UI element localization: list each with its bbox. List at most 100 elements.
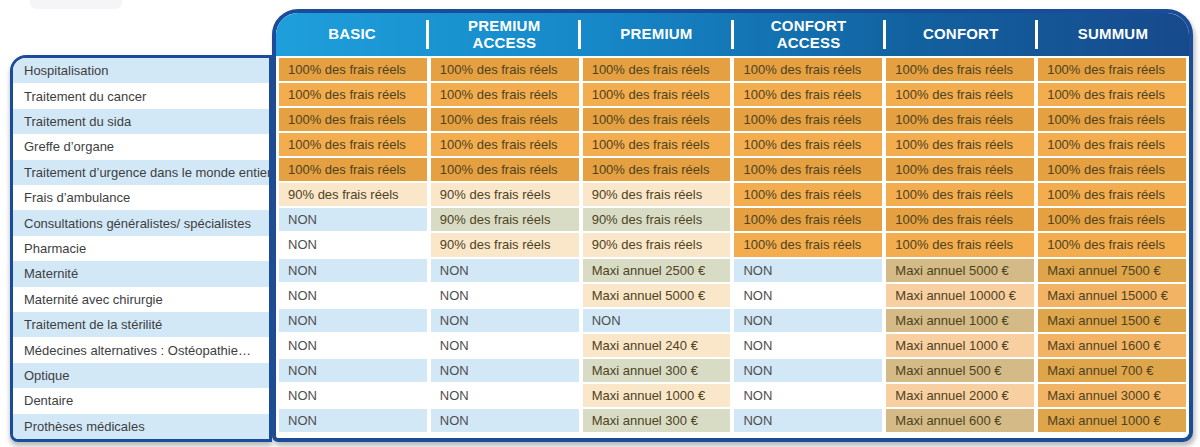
cell-summum-row1: 100% des frais réels — [1038, 58, 1186, 81]
cell-summum-row4: 100% des frais réels — [1038, 133, 1186, 156]
cell-premium-access-row2: 100% des frais réels — [431, 83, 579, 106]
row-label: Optique — [13, 363, 269, 388]
cell-confort-row7: 100% des frais réels — [886, 208, 1034, 231]
cell-premium-row2: 100% des frais réels — [583, 83, 731, 106]
cell-confort-access-row11: NON — [734, 309, 882, 332]
cell-premium-access-row9: NON — [431, 259, 579, 282]
cell-basic-row10: NON — [279, 284, 427, 307]
row-label: Prothèses médicales — [13, 414, 269, 439]
column-header-label: SUMMUM — [1078, 26, 1148, 43]
cell-confort-access-row2: 100% des frais réels — [734, 83, 882, 106]
cell-confort-access-row15: NON — [734, 409, 882, 432]
cell-confort-access-row6: 100% des frais réels — [734, 183, 882, 206]
cell-confort-row1: 100% des frais réels — [886, 58, 1034, 81]
row-label: Greffe d’organe — [13, 134, 269, 159]
cell-premium-access-row4: 100% des frais réels — [431, 133, 579, 156]
cell-confort-access-row14: NON — [734, 384, 882, 407]
cell-premium-row15: Maxi annuel 300 € — [583, 409, 731, 432]
cell-basic-row2: 100% des frais réels — [279, 83, 427, 106]
cell-confort-access-row7: 100% des frais réels — [734, 208, 882, 231]
row-label: Traitement du sida — [13, 109, 269, 134]
column-header-confort-access: CONFORT ACCESS — [733, 13, 885, 56]
cell-premium-row3: 100% des frais réels — [583, 108, 731, 131]
cell-confort-access-row8: 100% des frais réels — [734, 233, 882, 256]
row-label-panel: HospitalisationTraitement du cancerTrait… — [10, 55, 272, 442]
cell-basic-row4: 100% des frais réels — [279, 133, 427, 156]
cell-summum-row12: Maxi annuel 1600 € — [1038, 334, 1186, 357]
cell-summum-row5: 100% des frais réels — [1038, 158, 1186, 181]
cell-confort-row14: Maxi annuel 2000 € — [886, 384, 1034, 407]
cell-premium-access-row5: 100% des frais réels — [431, 158, 579, 181]
cell-basic-row7: NON — [279, 208, 427, 231]
cell-confort-row13: Maxi annuel 500 € — [886, 359, 1034, 382]
cell-confort-row3: 100% des frais réels — [886, 108, 1034, 131]
cell-premium-row4: 100% des frais réels — [583, 133, 731, 156]
column-header-confort: CONFORT — [885, 13, 1037, 56]
column-header-label: BASIC — [328, 26, 376, 43]
cell-premium-row10: Maxi annuel 5000 € — [583, 284, 731, 307]
cell-summum-row13: Maxi annuel 700 € — [1038, 359, 1186, 382]
column-header-label: PREMIUM ACCESS — [456, 18, 552, 52]
cell-basic-row15: NON — [279, 409, 427, 432]
row-label: Pharmacie — [13, 236, 269, 261]
cell-basic-row9: NON — [279, 259, 427, 282]
cell-basic-row8: NON — [279, 233, 427, 256]
cell-basic-row13: NON — [279, 359, 427, 382]
cell-basic-row12: NON — [279, 334, 427, 357]
cell-basic-row3: 100% des frais réels — [279, 108, 427, 131]
cell-confort-row11: Maxi annuel 1000 € — [886, 309, 1034, 332]
cell-premium-access-row15: NON — [431, 409, 579, 432]
cell-confort-row4: 100% des frais réels — [886, 133, 1034, 156]
row-label: Médecines alternatives : Ostéopathie… — [13, 337, 269, 362]
cell-premium-access-row11: NON — [431, 309, 579, 332]
column-header-label: CONFORT ACCESS — [761, 18, 857, 52]
cell-premium-access-row14: NON — [431, 384, 579, 407]
cell-summum-row6: 100% des frais réels — [1038, 183, 1186, 206]
cell-summum-row7: 100% des frais réels — [1038, 208, 1186, 231]
cell-confort-access-row1: 100% des frais réels — [734, 58, 882, 81]
column-header-label: PREMIUM — [620, 26, 692, 43]
cell-premium-access-row7: 90% des frais réels — [431, 208, 579, 231]
cell-confort-access-row4: 100% des frais réels — [734, 133, 882, 156]
cell-confort-row6: 100% des frais réels — [886, 183, 1034, 206]
cell-premium-access-row8: 90% des frais réels — [431, 233, 579, 256]
cell-premium-row7: 90% des frais réels — [583, 208, 731, 231]
cell-basic-row14: NON — [279, 384, 427, 407]
background-artifact — [30, 0, 122, 9]
coverage-grid: 100% des frais réels100% des frais réels… — [276, 56, 1189, 434]
row-label: Maternité avec chirurgie — [13, 287, 269, 312]
header-row: BASIC PREMIUM ACCESS PREMIUM CONFORT ACCESS… — [276, 13, 1189, 56]
cell-premium-row14: Maxi annuel 1000 € — [583, 384, 731, 407]
cell-summum-row2: 100% des frais réels — [1038, 83, 1186, 106]
cell-premium-row5: 100% des frais réels — [583, 158, 731, 181]
cell-premium-row13: Maxi annuel 300 € — [583, 359, 731, 382]
row-label: Traitement d’urgence dans le monde entie… — [13, 160, 269, 185]
cell-premium-access-row6: 90% des frais réels — [431, 183, 579, 206]
cell-premium-row9: Maxi annuel 2500 € — [583, 259, 731, 282]
cell-confort-row2: 100% des frais réels — [886, 83, 1034, 106]
cell-confort-row10: Maxi annuel 10000 € — [886, 284, 1034, 307]
column-header-label: CONFORT — [923, 26, 999, 43]
cell-summum-row15: Maxi annuel 1000 € — [1038, 409, 1186, 432]
row-label: Traitement du cancer — [13, 83, 269, 108]
cell-basic-row5: 100% des frais réels — [279, 158, 427, 181]
row-label: Maternité — [13, 261, 269, 286]
cell-confort-access-row9: NON — [734, 259, 882, 282]
cell-premium-access-row12: NON — [431, 334, 579, 357]
column-header-basic: BASIC — [276, 13, 428, 56]
row-label: Hospitalisation — [13, 58, 269, 83]
cell-summum-row9: Maxi annuel 7500 € — [1038, 259, 1186, 282]
cell-premium-row6: 90% des frais réels — [583, 183, 731, 206]
cell-confort-access-row10: NON — [734, 284, 882, 307]
cell-summum-row8: 100% des frais réels — [1038, 233, 1186, 256]
cell-premium-access-row3: 100% des frais réels — [431, 108, 579, 131]
cell-premium-access-row1: 100% des frais réels — [431, 58, 579, 81]
cell-confort-access-row5: 100% des frais réels — [734, 158, 882, 181]
cell-summum-row14: Maxi annuel 3000 € — [1038, 384, 1186, 407]
column-header-premium-access: PREMIUM ACCESS — [428, 13, 580, 56]
cell-confort-row8: 100% des frais réels — [886, 233, 1034, 256]
row-label: Dentaire — [13, 388, 269, 413]
cell-premium-row11: NON — [583, 309, 731, 332]
cell-premium-access-row10: NON — [431, 284, 579, 307]
cell-confort-row9: Maxi annuel 5000 € — [886, 259, 1034, 282]
